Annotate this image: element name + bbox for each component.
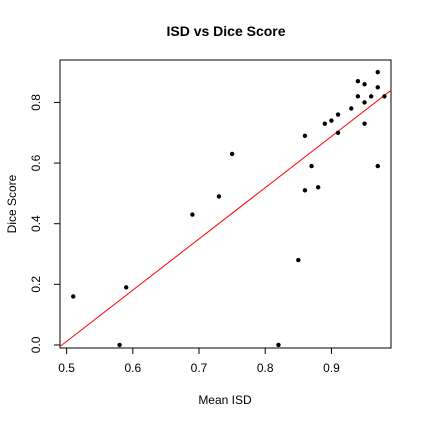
- data-point: [362, 100, 367, 105]
- y-tick-label: 0.4: [29, 215, 43, 232]
- data-point: [117, 342, 122, 348]
- data-point: [355, 94, 361, 99]
- x-axis-label: Mean ISD: [198, 393, 252, 407]
- y-axis-label: Dice Score: [5, 174, 19, 233]
- x-tick-label: 0.7: [191, 361, 208, 375]
- chart-title: ISD vs Dice Score: [166, 23, 285, 39]
- data-point: [296, 257, 301, 263]
- y-tick-label: 0.0: [29, 336, 43, 353]
- data-point: [375, 85, 380, 90]
- y-tick-label: 0.2: [29, 276, 43, 293]
- data-point: [322, 121, 327, 126]
- data-point: [302, 133, 308, 138]
- data-point: [190, 212, 195, 217]
- x-tick-label: 0.8: [257, 361, 274, 375]
- data-point: [349, 106, 354, 111]
- data-points: [71, 69, 387, 348]
- data-point: [335, 130, 341, 135]
- y-axis: 0.0 0.2 0.4 0.6 0.8: [29, 94, 60, 353]
- x-tick-label: 0.6: [124, 361, 141, 375]
- x-tick-label: 0.9: [323, 361, 340, 375]
- data-point: [355, 79, 361, 84]
- data-point: [315, 185, 321, 190]
- y-tick-label: 0.6: [29, 154, 43, 171]
- data-point: [309, 163, 314, 169]
- data-point: [375, 69, 380, 75]
- y-tick-label: 0.8: [29, 94, 43, 111]
- data-point: [276, 342, 281, 348]
- data-point: [362, 121, 367, 126]
- data-point: [329, 118, 334, 123]
- x-tick-label: 0.5: [58, 361, 75, 375]
- data-point: [368, 94, 374, 99]
- data-point: [71, 294, 76, 299]
- data-point: [229, 151, 235, 157]
- data-point: [335, 112, 341, 117]
- regression-line: [59, 89, 392, 347]
- data-point: [382, 94, 387, 99]
- x-axis: 0.5 0.6 0.7 0.8 0.9: [58, 348, 340, 375]
- data-point: [124, 285, 129, 290]
- plot-frame: [59, 59, 392, 349]
- data-point: [302, 188, 308, 193]
- data-point: [375, 163, 380, 169]
- data-point: [362, 82, 367, 87]
- data-point: [216, 194, 222, 199]
